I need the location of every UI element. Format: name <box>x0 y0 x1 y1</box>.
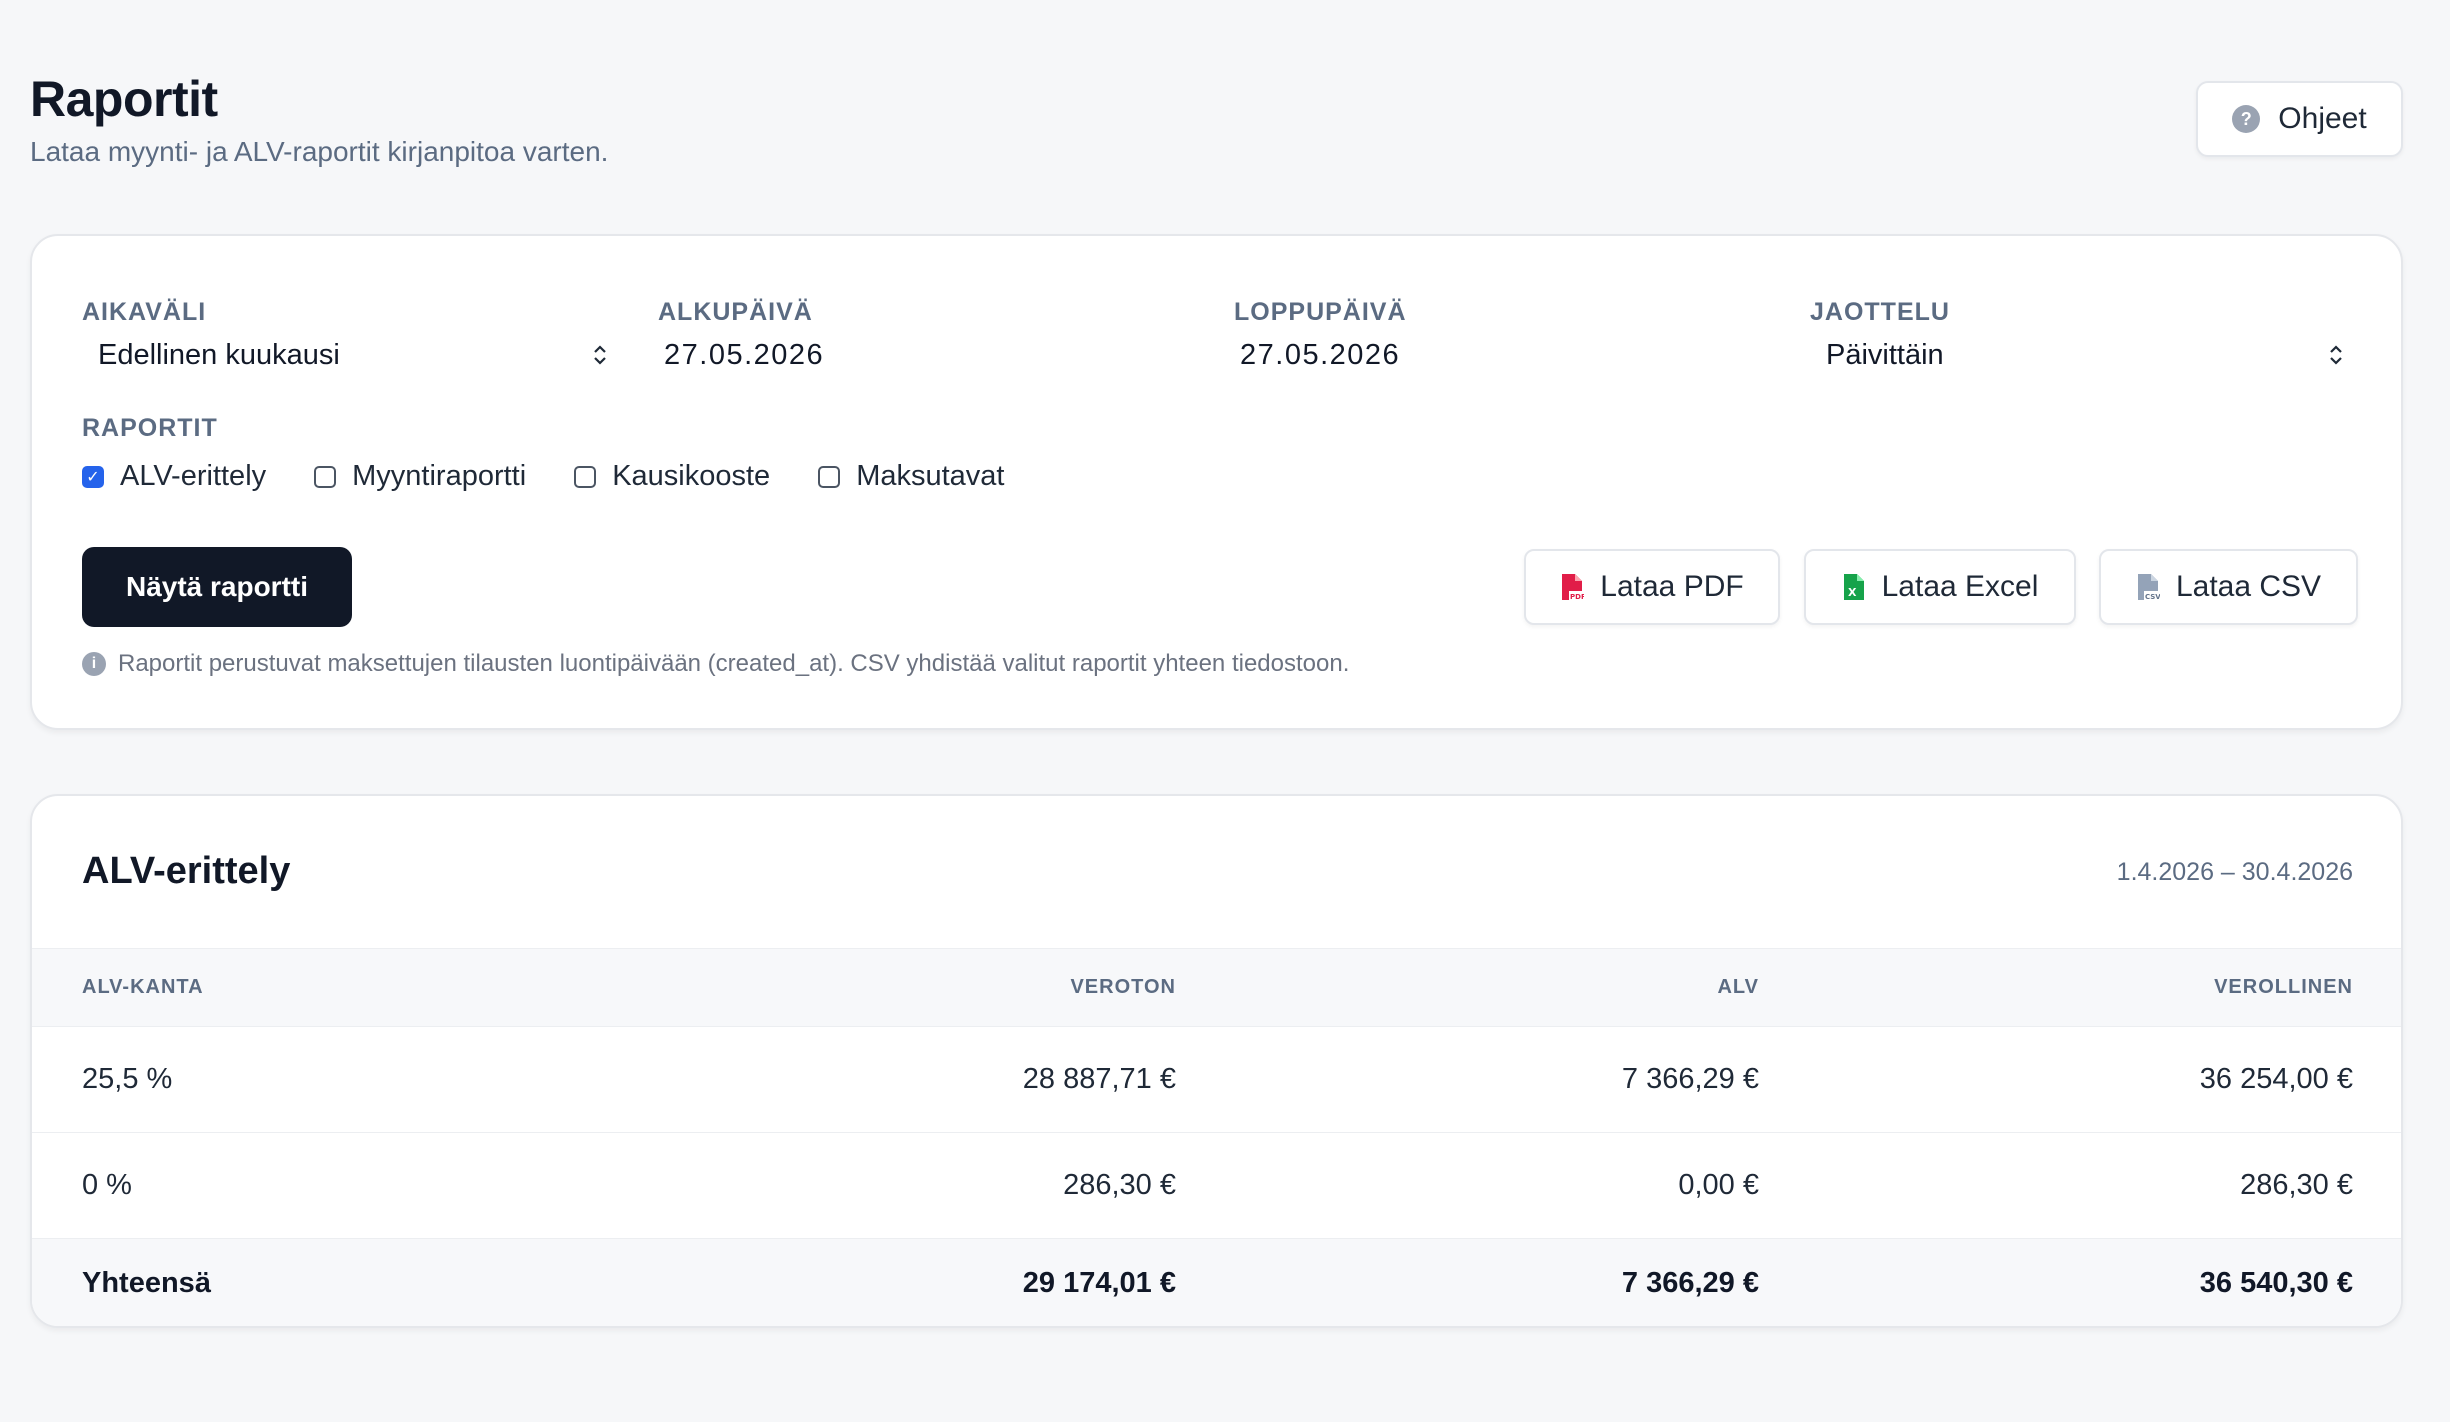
svg-text:CSV: CSV <box>2145 593 2160 601</box>
table-cell: 0 % <box>32 1132 432 1239</box>
info-note-text: Raportit perustuvat maksettujen tilauste… <box>118 650 1350 677</box>
table-cell: 28 887,71 € <box>432 1026 1176 1133</box>
report-title: ALV-erittely <box>82 850 291 892</box>
start-date-input[interactable]: 27.05.2026 <box>664 339 825 371</box>
column-header: ALV <box>1176 948 1759 1027</box>
report-card: ALV-erittely 1.4.2026 – 30.4.2026 ALV-KA… <box>30 794 2403 1328</box>
table-cell: 29 174,01 € <box>432 1238 1176 1326</box>
grouping-field: JAOTTELU Päivittäin <box>1810 298 1950 372</box>
grouping-select[interactable]: Päivittäin <box>1826 339 1944 371</box>
excel-file-icon: X <box>1843 574 1864 600</box>
checkbox-label: ALV-erittely <box>120 460 267 492</box>
end-date-field: LOPPUPÄIVÄ 27.05.2026 <box>1234 298 1407 372</box>
end-date-label: LOPPUPÄIVÄ <box>1234 298 1407 326</box>
svg-text:X: X <box>1848 586 1857 599</box>
range-label: AIKAVÄLI <box>82 298 207 326</box>
table-header-row: ALV-KANTA VEROTON ALV VEROLLINEN <box>32 948 2401 1027</box>
checkbox-label: Maksutavat <box>856 460 1005 492</box>
help-button-label: Ohjeet <box>2278 102 2367 135</box>
table-cell: 25,5 % <box>32 1026 432 1133</box>
report-checkboxes: ✓ ALV-erittely Myyntiraportti Kausikoost… <box>82 460 1052 493</box>
info-note: i Raportit perustuvat maksettujen tilaus… <box>82 650 1349 678</box>
checkbox-label: Myyntiraportti <box>352 460 527 492</box>
report-date-range: 1.4.2026 – 30.4.2026 <box>2116 858 2353 886</box>
question-circle-icon: ? <box>2232 105 2261 133</box>
page-title: Raportit <box>30 71 218 127</box>
table-total-row: Yhteensä 29 174,01 € 7 366,29 € 36 540,3… <box>32 1238 2401 1326</box>
table-cell: 36 254,00 € <box>1759 1026 2401 1133</box>
table-cell: 286,30 € <box>1759 1132 2401 1239</box>
csv-file-icon: CSV <box>2137 574 2160 601</box>
table-cell: 286,30 € <box>432 1132 1176 1239</box>
range-field: AIKAVÄLI Edellinen kuukausi <box>82 298 340 372</box>
download-csv-label: Lataa CSV <box>2175 570 2322 603</box>
start-date-label: ALKUPÄIVÄ <box>658 298 813 326</box>
info-icon: i <box>82 652 106 676</box>
checkbox-checked-icon[interactable]: ✓ <box>82 465 104 488</box>
vat-table: ALV-KANTA VEROTON ALV VEROLLINEN 25,5 % … <box>32 948 2401 1326</box>
end-date-input[interactable]: 27.05.2026 <box>1240 339 1401 371</box>
page-header: Raportit Lataa myynti- ja ALV-raportit k… <box>30 70 608 168</box>
checkbox-unchecked-icon[interactable] <box>314 465 337 488</box>
pdf-file-icon: PDF <box>1562 574 1585 601</box>
table-cell: 36 540,30 € <box>1759 1238 2401 1326</box>
filters-card: AIKAVÄLI Edellinen kuukausi ALKUPÄIVÄ 27… <box>30 234 2403 730</box>
table-cell: 7 366,29 € <box>1176 1026 1759 1133</box>
table-cell: Yhteensä <box>32 1238 432 1326</box>
column-header: ALV-KANTA <box>32 948 432 1027</box>
table-cell: 0,00 € <box>1176 1132 1759 1239</box>
column-header: VEROTON <box>432 948 1176 1027</box>
range-select-arrows-icon[interactable] <box>592 342 608 368</box>
download-csv-button[interactable]: CSV Lataa CSV <box>2099 549 2358 625</box>
table-row: 25,5 % 28 887,71 € 7 366,29 € 36 254,00 … <box>32 1026 2401 1133</box>
table-cell: 7 366,29 € <box>1176 1238 1759 1326</box>
download-excel-button[interactable]: X Lataa Excel <box>1804 549 2076 625</box>
checkbox-unchecked-icon[interactable] <box>818 465 841 488</box>
help-button[interactable]: ? Ohjeet <box>2196 81 2403 157</box>
checkbox-maksutavat[interactable]: Maksutavat <box>818 460 1004 493</box>
svg-text:PDF: PDF <box>1570 593 1584 601</box>
column-header: VEROLLINEN <box>1759 948 2401 1027</box>
checkbox-alv-erittely[interactable]: ✓ ALV-erittely <box>82 460 266 493</box>
download-pdf-button[interactable]: PDF Lataa PDF <box>1524 549 1780 625</box>
checkbox-myyntiraportti[interactable]: Myyntiraportti <box>314 460 526 493</box>
download-pdf-label: Lataa PDF <box>1600 570 1744 603</box>
page-subtitle: Lataa myynti- ja ALV-raportit kirjanpito… <box>30 136 609 167</box>
range-select[interactable]: Edellinen kuukausi <box>98 339 340 371</box>
checkbox-kausikooste[interactable]: Kausikooste <box>574 460 770 493</box>
checkbox-unchecked-icon[interactable] <box>574 465 597 488</box>
download-excel-label: Lataa Excel <box>1881 570 2039 603</box>
start-date-field: ALKUPÄIVÄ 27.05.2026 <box>658 298 824 372</box>
checkbox-label: Kausikooste <box>612 460 771 492</box>
show-report-button[interactable]: Näytä raportti <box>82 547 352 627</box>
table-row: 0 % 286,30 € 0,00 € 286,30 € <box>32 1132 2401 1239</box>
grouping-label: JAOTTELU <box>1810 298 1950 326</box>
reports-label: RAPORTIT <box>82 414 218 442</box>
grouping-select-arrows-icon[interactable] <box>2328 342 2344 368</box>
